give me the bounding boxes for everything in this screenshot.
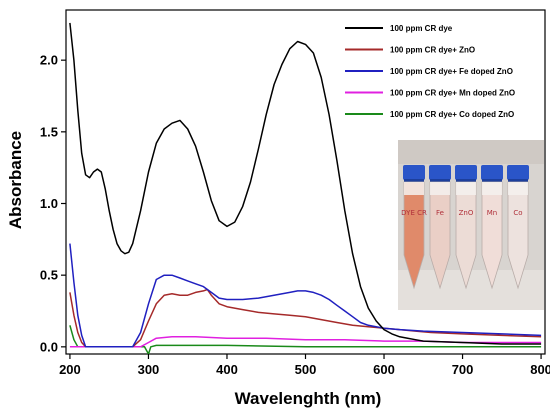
vial-cap [481,165,503,180]
series-layer [69,22,542,355]
x-tick-label: 300 [138,362,160,377]
vial-cap [455,165,477,180]
legend-label: 100 ppm CR dye+ Fe doped ZnO [390,67,513,76]
x-tick-label: 700 [452,362,474,377]
vial-label: ZnO [459,209,474,217]
photo-shadow [398,140,544,164]
y-tick-label: 0.0 [40,339,58,354]
series-line-0 [69,22,542,345]
vial-cap-rim [456,179,476,182]
legend-label: 100 ppm CR dye [390,24,453,33]
x-tick-label: 800 [530,362,550,377]
vial-group: DYE CR Fe ZnO Mn Co [401,165,529,290]
vial-cap [507,165,529,180]
legend: 100 ppm CR dye 100 ppm CR dye+ ZnO 100 ppm… [345,24,515,119]
x-tick-label: 200 [59,362,81,377]
axes-layer: 200 300 400 500 600 700 800 0.0 0.5 1.0 1.5 2.0 [40,53,550,377]
vial-headspace [456,182,476,195]
y-tick-label: 0.5 [40,268,58,283]
y-axis-title: Absorbance [6,131,25,229]
legend-label: 100 ppm CR dye+ Mn doped ZnO [390,89,515,98]
vial-cap-rim [404,179,424,182]
y-tick-label: 1.5 [40,124,58,139]
plot-area: 200 300 400 500 600 700 800 0.0 0.5 1.0 1.5 2.0 [40,9,550,377]
vial-label: DYE CR [401,209,427,217]
series-line-2 [69,243,542,348]
vial-cap-rim [430,179,450,182]
vial-cap [429,165,451,180]
legend-label: 100 ppm CR dye+ ZnO [390,46,475,55]
y-tick-label: 1.0 [40,196,58,211]
x-tick-label: 500 [295,362,317,377]
vial-headspace [508,182,528,195]
vial-headspace [482,182,502,195]
vial-label: Fe [436,209,444,217]
vial-label: Co [513,209,522,217]
x-tick-label: 400 [216,362,238,377]
vial-cap [403,165,425,180]
x-axis-title: Wavelenghth (nm) [235,389,382,408]
x-tick-label: 600 [373,362,395,377]
inset-photo-vials: DYE CR Fe ZnO Mn Co [398,140,544,310]
photo-table [398,270,544,310]
vial-cap-rim [508,179,528,182]
vial-label: Mn [487,209,497,217]
legend-label: 100 ppm CR dye+ Co doped ZnO [390,110,514,119]
y-tick-label: 2.0 [40,53,58,68]
vial-headspace [430,182,450,195]
vial-cap-rim [482,179,502,182]
vial-headspace [404,182,424,195]
